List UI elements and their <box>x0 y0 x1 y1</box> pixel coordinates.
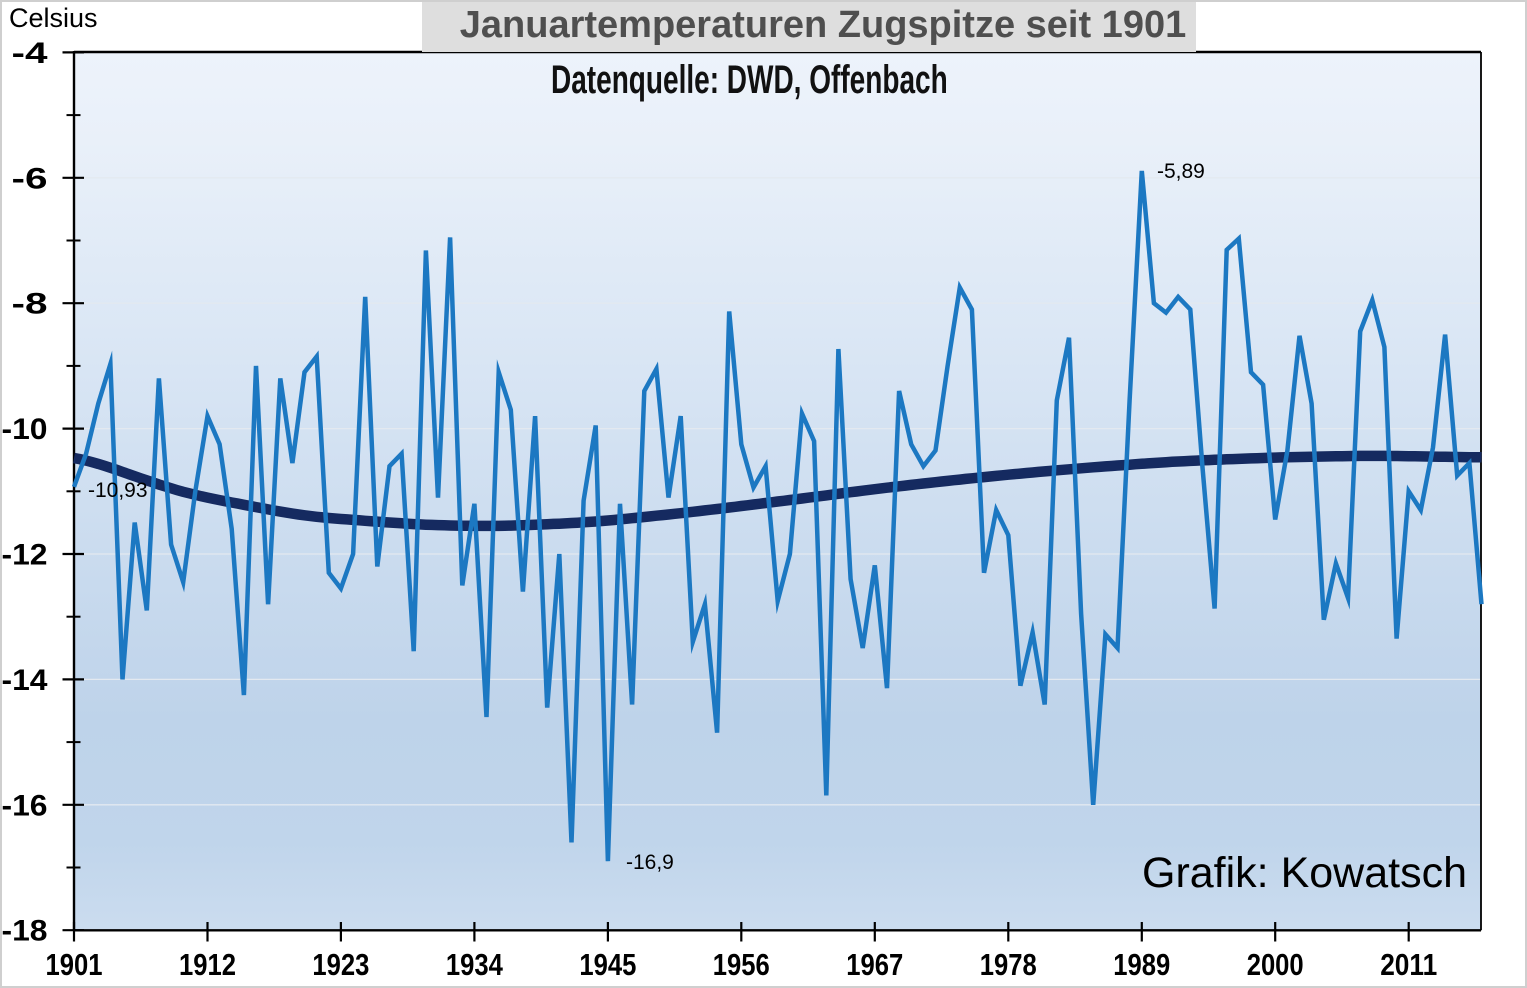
svg-text:1912: 1912 <box>179 948 236 982</box>
svg-text:-14: -14 <box>2 664 48 697</box>
svg-text:-12: -12 <box>2 539 48 572</box>
svg-text:-16,9: -16,9 <box>626 851 674 874</box>
svg-text:-10,93: -10,93 <box>88 479 148 502</box>
svg-text:-10: -10 <box>2 413 48 446</box>
svg-text:1923: 1923 <box>312 948 369 982</box>
svg-text:2000: 2000 <box>1247 948 1304 982</box>
svg-text:-6: -6 <box>12 162 48 195</box>
svg-text:1967: 1967 <box>846 948 903 982</box>
svg-text:1934: 1934 <box>446 948 503 982</box>
svg-text:1956: 1956 <box>713 948 770 982</box>
svg-text:1989: 1989 <box>1113 948 1170 982</box>
svg-text:2011: 2011 <box>1380 948 1437 982</box>
svg-text:-4: -4 <box>12 37 48 70</box>
svg-text:1945: 1945 <box>579 948 636 982</box>
svg-text:-5,89: -5,89 <box>1157 160 1205 183</box>
svg-text:-8: -8 <box>12 288 48 321</box>
svg-text:-16: -16 <box>2 789 48 822</box>
svg-text:Grafik: Kowatsch: Grafik: Kowatsch <box>1142 849 1467 897</box>
svg-text:-18: -18 <box>2 915 48 948</box>
svg-text:1978: 1978 <box>980 948 1037 982</box>
svg-text:1901: 1901 <box>46 948 103 982</box>
